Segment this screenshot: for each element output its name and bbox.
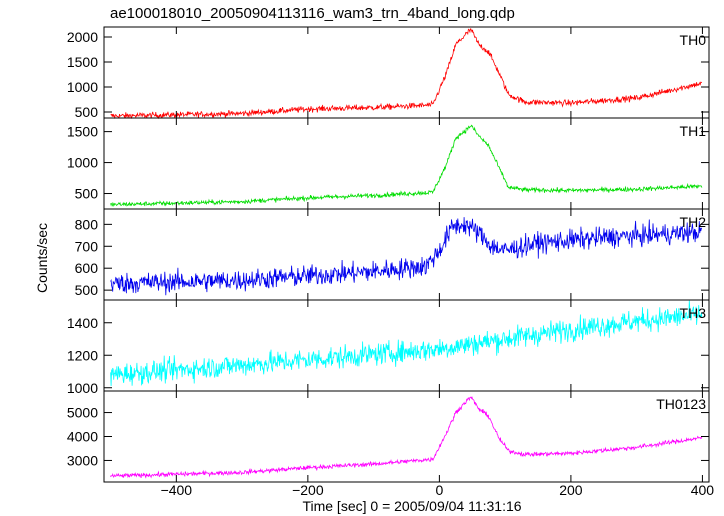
series-line-th3: [110, 300, 703, 387]
panel-label: TH1: [680, 123, 707, 139]
x-tick-label: 0: [435, 482, 443, 498]
series-line-th2: [110, 217, 703, 296]
series-line-th1: [110, 124, 703, 207]
panel-th0: 500 1000 1500 2000 TH0: [67, 26, 710, 120]
y-tick-label: 500: [75, 282, 99, 298]
panel-th0123: 3000 4000 5000 TH0123: [67, 390, 710, 483]
x-tick-label: 400: [691, 482, 715, 498]
y-tick-label: 700: [75, 238, 99, 254]
y-tick-label: 800: [75, 216, 99, 232]
y-tick-label: 600: [75, 260, 99, 276]
y-tick-label: 5000: [67, 405, 98, 421]
y-tick-label: 1200: [67, 347, 98, 363]
y-tick-label: 1000: [67, 380, 98, 396]
y-tick-label: 1500: [67, 124, 98, 140]
x-tick-label: −200: [292, 482, 324, 498]
panel-label: TH2: [680, 214, 707, 230]
y-tick-label: 500: [75, 186, 99, 202]
panel-label: TH3: [680, 305, 707, 321]
y-tick-label: 1400: [67, 315, 98, 331]
series-line-th0: [110, 28, 703, 120]
y-tick-label: 1000: [67, 155, 98, 171]
y-tick-label: 4000: [67, 429, 98, 445]
x-tick-label: −400: [161, 482, 193, 498]
panel-th3: 1000 1200 1400 TH3: [67, 299, 710, 396]
y-axis-label: Counts/sec: [34, 223, 50, 293]
panel-label: TH0123: [656, 396, 706, 412]
y-tick-label: 500: [75, 104, 99, 120]
x-tick-label: 200: [559, 482, 583, 498]
panel-th1: 500 1000 1500 TH1: [67, 117, 710, 210]
y-tick-label: 1000: [67, 79, 98, 95]
panel-th2: 500 600 700 800 TH2: [75, 208, 710, 301]
panel-label: TH0: [680, 32, 707, 48]
y-tick-label: 1500: [67, 54, 98, 70]
chart-title: ae100018010_20050904113116_wam3_trn_4ban…: [110, 5, 515, 22]
series-line-th0123: [110, 396, 703, 479]
y-tick-label: 3000: [67, 452, 98, 468]
y-tick-label: 2000: [67, 29, 98, 45]
x-axis-label: Time [sec] 0 = 2005/09/04 11:31:16: [302, 498, 521, 514]
panel-frame: [103, 390, 710, 483]
